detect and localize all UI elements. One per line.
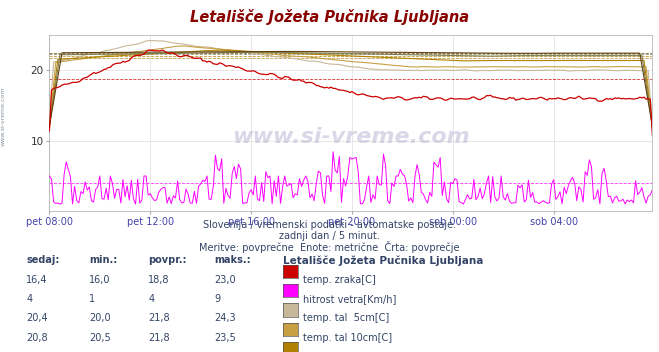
Text: 16,4: 16,4 <box>26 275 48 284</box>
Text: 9: 9 <box>214 294 220 304</box>
Text: temp. zraka[C]: temp. zraka[C] <box>303 275 376 284</box>
Text: 24,3: 24,3 <box>214 313 236 323</box>
Text: 21,8: 21,8 <box>148 333 170 342</box>
Text: 20,8: 20,8 <box>26 333 48 342</box>
Text: 20,5: 20,5 <box>89 333 111 342</box>
Text: povpr.:: povpr.: <box>148 255 186 265</box>
Text: 1: 1 <box>89 294 95 304</box>
Text: hitrost vetra[Km/h]: hitrost vetra[Km/h] <box>303 294 397 304</box>
Text: 20,0: 20,0 <box>89 313 111 323</box>
Text: 23,0: 23,0 <box>214 275 236 284</box>
Text: 23,5: 23,5 <box>214 333 236 342</box>
Text: 4: 4 <box>148 294 154 304</box>
Text: maks.:: maks.: <box>214 255 251 265</box>
Text: 16,0: 16,0 <box>89 275 111 284</box>
Text: www.si-vreme.com: www.si-vreme.com <box>232 127 470 147</box>
Text: temp. tal 10cm[C]: temp. tal 10cm[C] <box>303 333 392 342</box>
Text: zadnji dan / 5 minut.: zadnji dan / 5 minut. <box>279 231 380 240</box>
Text: min.:: min.: <box>89 255 117 265</box>
Text: temp. tal  5cm[C]: temp. tal 5cm[C] <box>303 313 389 323</box>
Text: Letališče Jožeta Pučnika Ljubljana: Letališče Jožeta Pučnika Ljubljana <box>283 255 484 266</box>
Text: Slovenija / vremenski podatki - avtomatske postaje.: Slovenija / vremenski podatki - avtomats… <box>203 220 456 230</box>
Text: 21,8: 21,8 <box>148 313 170 323</box>
Text: Letališče Jožeta Pučnika Ljubljana: Letališče Jožeta Pučnika Ljubljana <box>190 9 469 25</box>
Text: sedaj:: sedaj: <box>26 255 60 265</box>
Text: 4: 4 <box>26 294 32 304</box>
Text: 18,8: 18,8 <box>148 275 170 284</box>
Text: www.si-vreme.com: www.si-vreme.com <box>1 86 6 146</box>
Text: 20,4: 20,4 <box>26 313 48 323</box>
Text: Meritve: povprečne  Enote: metrične  Črta: povprečje: Meritve: povprečne Enote: metrične Črta:… <box>199 241 460 253</box>
